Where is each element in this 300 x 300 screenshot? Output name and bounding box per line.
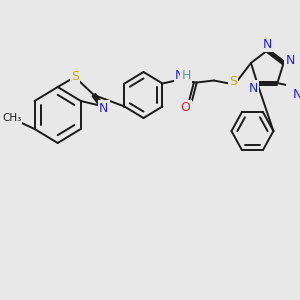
Text: N: N xyxy=(175,69,184,82)
Text: S: S xyxy=(229,75,237,88)
Text: S: S xyxy=(71,70,79,83)
Text: N: N xyxy=(286,54,295,68)
Text: N: N xyxy=(293,88,300,100)
Text: H: H xyxy=(182,69,191,82)
Text: CH₃: CH₃ xyxy=(2,113,21,123)
Text: N: N xyxy=(262,38,272,51)
Text: N: N xyxy=(249,82,258,94)
Text: N: N xyxy=(99,101,108,115)
Text: O: O xyxy=(180,101,190,114)
